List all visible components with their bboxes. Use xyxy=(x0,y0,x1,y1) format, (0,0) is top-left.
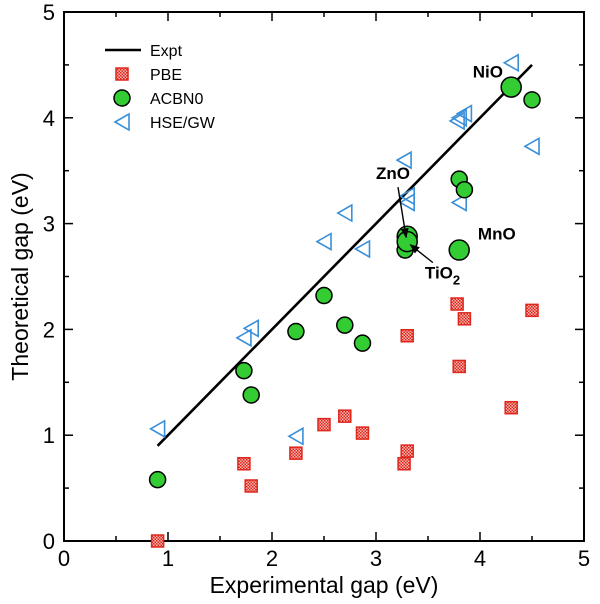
pbe-point xyxy=(150,534,165,548)
legend-acbn0-swatch xyxy=(113,89,131,107)
acbn0-point xyxy=(336,316,354,334)
annotation-nio-label: NiO xyxy=(473,63,503,82)
y-tick-label: 5 xyxy=(43,0,55,25)
legend-label: HSE/GW xyxy=(150,115,216,132)
pbe-point xyxy=(525,303,539,318)
hse-gw-point xyxy=(287,426,304,446)
pbe-point xyxy=(457,312,472,326)
acbn0-point xyxy=(500,76,522,98)
hse-gw-point xyxy=(398,186,416,206)
expt-line xyxy=(156,63,533,447)
hse-gw-point xyxy=(523,136,540,156)
annotation-zno-label: ZnO xyxy=(376,164,410,183)
hse-gw-point xyxy=(502,53,520,73)
pbe-point xyxy=(504,400,518,415)
y-axis-title: Theoretical gap (eV) xyxy=(7,172,33,380)
annotation-zno-arrow xyxy=(397,187,409,239)
legend-hse-gw-swatch xyxy=(113,112,130,132)
acbn0-point xyxy=(287,322,305,341)
pbe-point xyxy=(338,409,352,423)
pbe-point xyxy=(450,297,464,311)
pbe-point xyxy=(400,444,414,458)
y-tick-label: 4 xyxy=(43,106,55,131)
pbe-point xyxy=(317,417,331,432)
y-tick-label: 2 xyxy=(43,317,55,342)
annotation-nio: NiO xyxy=(473,63,503,82)
legend-label: ACBN0 xyxy=(150,91,203,108)
annotation-tio2-subscript: 2 xyxy=(453,273,460,288)
annotation-tio2-arrow xyxy=(409,244,434,264)
y-tick-label: 0 xyxy=(43,529,55,554)
acbn0-point xyxy=(523,91,541,109)
pbe-point xyxy=(289,446,303,460)
legend-pbe-swatch xyxy=(115,67,129,81)
acbn0-point xyxy=(235,361,253,380)
y-tick-label: 1 xyxy=(43,423,55,448)
hse-gw-point xyxy=(148,419,166,439)
pbe-point xyxy=(452,359,466,374)
acbn0-point xyxy=(353,334,372,352)
hse-gw-point xyxy=(448,111,465,131)
annotation-zno: ZnO xyxy=(376,164,410,183)
x-axis-title: Experimental gap (eV) xyxy=(210,572,439,598)
hse-gw-point xyxy=(455,104,473,123)
pbe-point xyxy=(400,328,414,343)
legend-label: PBE xyxy=(150,67,182,84)
x-tick-label: 5 xyxy=(578,546,590,571)
pbe-point xyxy=(237,457,251,471)
hse-gw-point xyxy=(353,239,371,259)
acbn0-point xyxy=(315,286,333,305)
annotation-tio2: TiO2 xyxy=(425,264,460,288)
hse-gw-point xyxy=(395,150,412,170)
annotation-tio2-label: TiO xyxy=(425,264,453,283)
hse-gw-point xyxy=(336,203,353,223)
x-tick-label: 1 xyxy=(162,546,174,571)
acbn0-point xyxy=(242,386,260,404)
x-tick-label: 0 xyxy=(58,546,70,571)
hse-gw-point xyxy=(235,328,252,348)
acbn0-point xyxy=(148,470,167,489)
annotation-mno: MnO xyxy=(478,224,516,243)
hse-gw-point xyxy=(242,318,260,338)
acbn0-point xyxy=(455,180,474,199)
y-tick-label: 3 xyxy=(43,212,55,237)
x-tick-label: 4 xyxy=(474,546,486,571)
hse-gw-point xyxy=(450,108,468,128)
legend-label: Expt xyxy=(150,43,183,60)
hse-gw-point xyxy=(315,232,332,251)
hse-gw-point xyxy=(450,193,468,212)
pbe-point xyxy=(244,479,258,493)
acbn0-point xyxy=(448,239,470,261)
pbe-point xyxy=(355,426,370,440)
x-tick-label: 3 xyxy=(370,546,382,571)
x-tick-label: 2 xyxy=(266,546,278,571)
pbe-point xyxy=(397,457,411,471)
annotation-mno-label: MnO xyxy=(478,224,516,243)
